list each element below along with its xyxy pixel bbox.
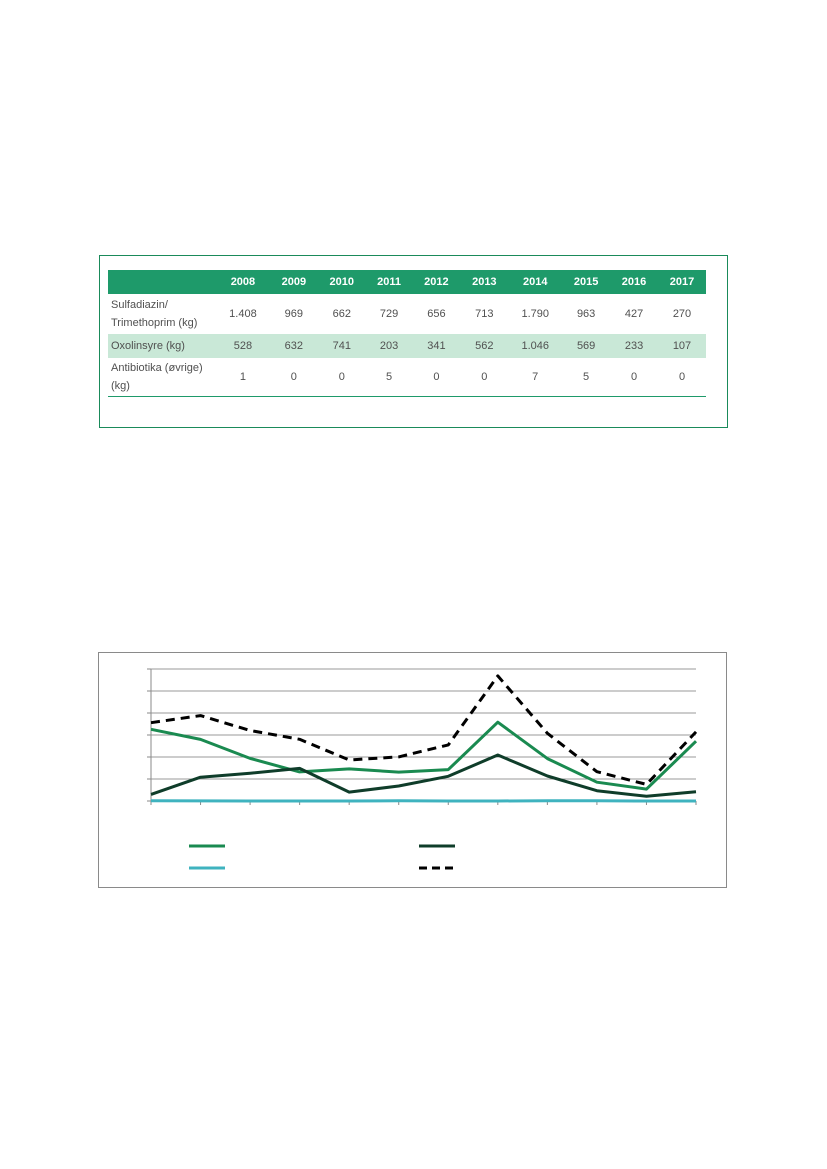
table-cell: 203 — [365, 334, 413, 358]
table-cell: 0 — [290, 371, 297, 383]
table-cell: 427 — [624, 308, 644, 320]
table-cell: 5 — [583, 371, 590, 383]
table-cell: 5 — [386, 371, 393, 383]
table-header-cell: 2013 — [460, 270, 509, 294]
table-header-cell: 2009 — [269, 270, 318, 294]
table-cell: 0 — [481, 371, 488, 383]
table-cell: 1.408 — [229, 308, 257, 320]
table-cell: 656 — [427, 308, 446, 320]
table-header-cell: 2010 — [317, 270, 366, 294]
antibiotic-usage-table: 2008 2009 2010 2011 2012 2013 2014 2015 … — [108, 270, 706, 397]
row-label-line: Oxolinsyre (kg) — [111, 340, 185, 352]
table-cell: 341 — [412, 334, 461, 358]
table-cell: 1 — [239, 371, 246, 383]
table-cell: 729 — [379, 308, 399, 320]
line-chart-frame — [98, 652, 727, 888]
row-label: Oxolinsyre (kg) — [108, 334, 216, 358]
table-cell: 270 — [672, 308, 692, 320]
table-cell: 107 — [658, 334, 706, 358]
table-cell: 741 — [317, 334, 366, 358]
line-chart — [147, 668, 698, 870]
table-header-cell: 2016 — [610, 270, 658, 294]
table-row: Antibiotika (øvrige) (kg) 1 0 0 5 0 0 7 … — [108, 358, 706, 397]
table-cell: 562 — [460, 334, 509, 358]
table-cell: 0 — [678, 371, 686, 383]
table-row: Oxolinsyre (kg) 528 632 741 203 341 562 … — [108, 334, 706, 358]
table-cell: 1.790 — [521, 308, 549, 320]
table-header-row: 2008 2009 2010 2011 2012 2013 2014 2015 … — [108, 270, 706, 294]
table-cell: 1.046 — [508, 334, 563, 358]
table-cell: 963 — [576, 308, 596, 320]
row-label: Antibiotika (øvrige) (kg) — [108, 358, 216, 397]
table-cell: 528 — [216, 334, 270, 358]
table-cell: 233 — [610, 334, 658, 358]
series-line-1 — [150, 720, 698, 791]
table-cell: 713 — [475, 308, 494, 320]
table-header-cell: 2012 — [412, 270, 461, 294]
table-cell: 0 — [338, 371, 345, 383]
table-cell: 632 — [269, 334, 318, 358]
table-cell: 0 — [630, 371, 638, 383]
row-label-line: (kg) — [111, 380, 130, 392]
table-header-cell: 2015 — [562, 270, 611, 294]
table-header-cell: 2014 — [508, 270, 563, 294]
table-header-cell: 2017 — [658, 270, 706, 294]
row-label-line: Sulfadiazin/ — [111, 299, 168, 311]
table-header-cell — [108, 270, 216, 294]
table-header-cell: 2008 — [216, 270, 270, 294]
table-row: Sulfadiazin/ Trimethoprim (kg) 1.408 969… — [108, 294, 706, 334]
table-cell: 569 — [562, 334, 611, 358]
table-cell: 662 — [332, 308, 351, 320]
row-label: Sulfadiazin/ Trimethoprim (kg) — [108, 294, 216, 334]
antibiotic-usage-table-frame: 2008 2009 2010 2011 2012 2013 2014 2015 … — [99, 255, 728, 428]
series-line-2 — [150, 753, 697, 798]
table-cell: 969 — [284, 308, 304, 320]
table-header-cell: 2011 — [365, 270, 413, 294]
table-cell: 0 — [433, 371, 440, 383]
row-label-line: Trimethoprim (kg) — [111, 317, 198, 329]
table-cell: 7 — [532, 371, 539, 383]
series-line-4 — [150, 674, 698, 786]
row-label-line: Antibiotika (øvrige) — [111, 362, 203, 374]
